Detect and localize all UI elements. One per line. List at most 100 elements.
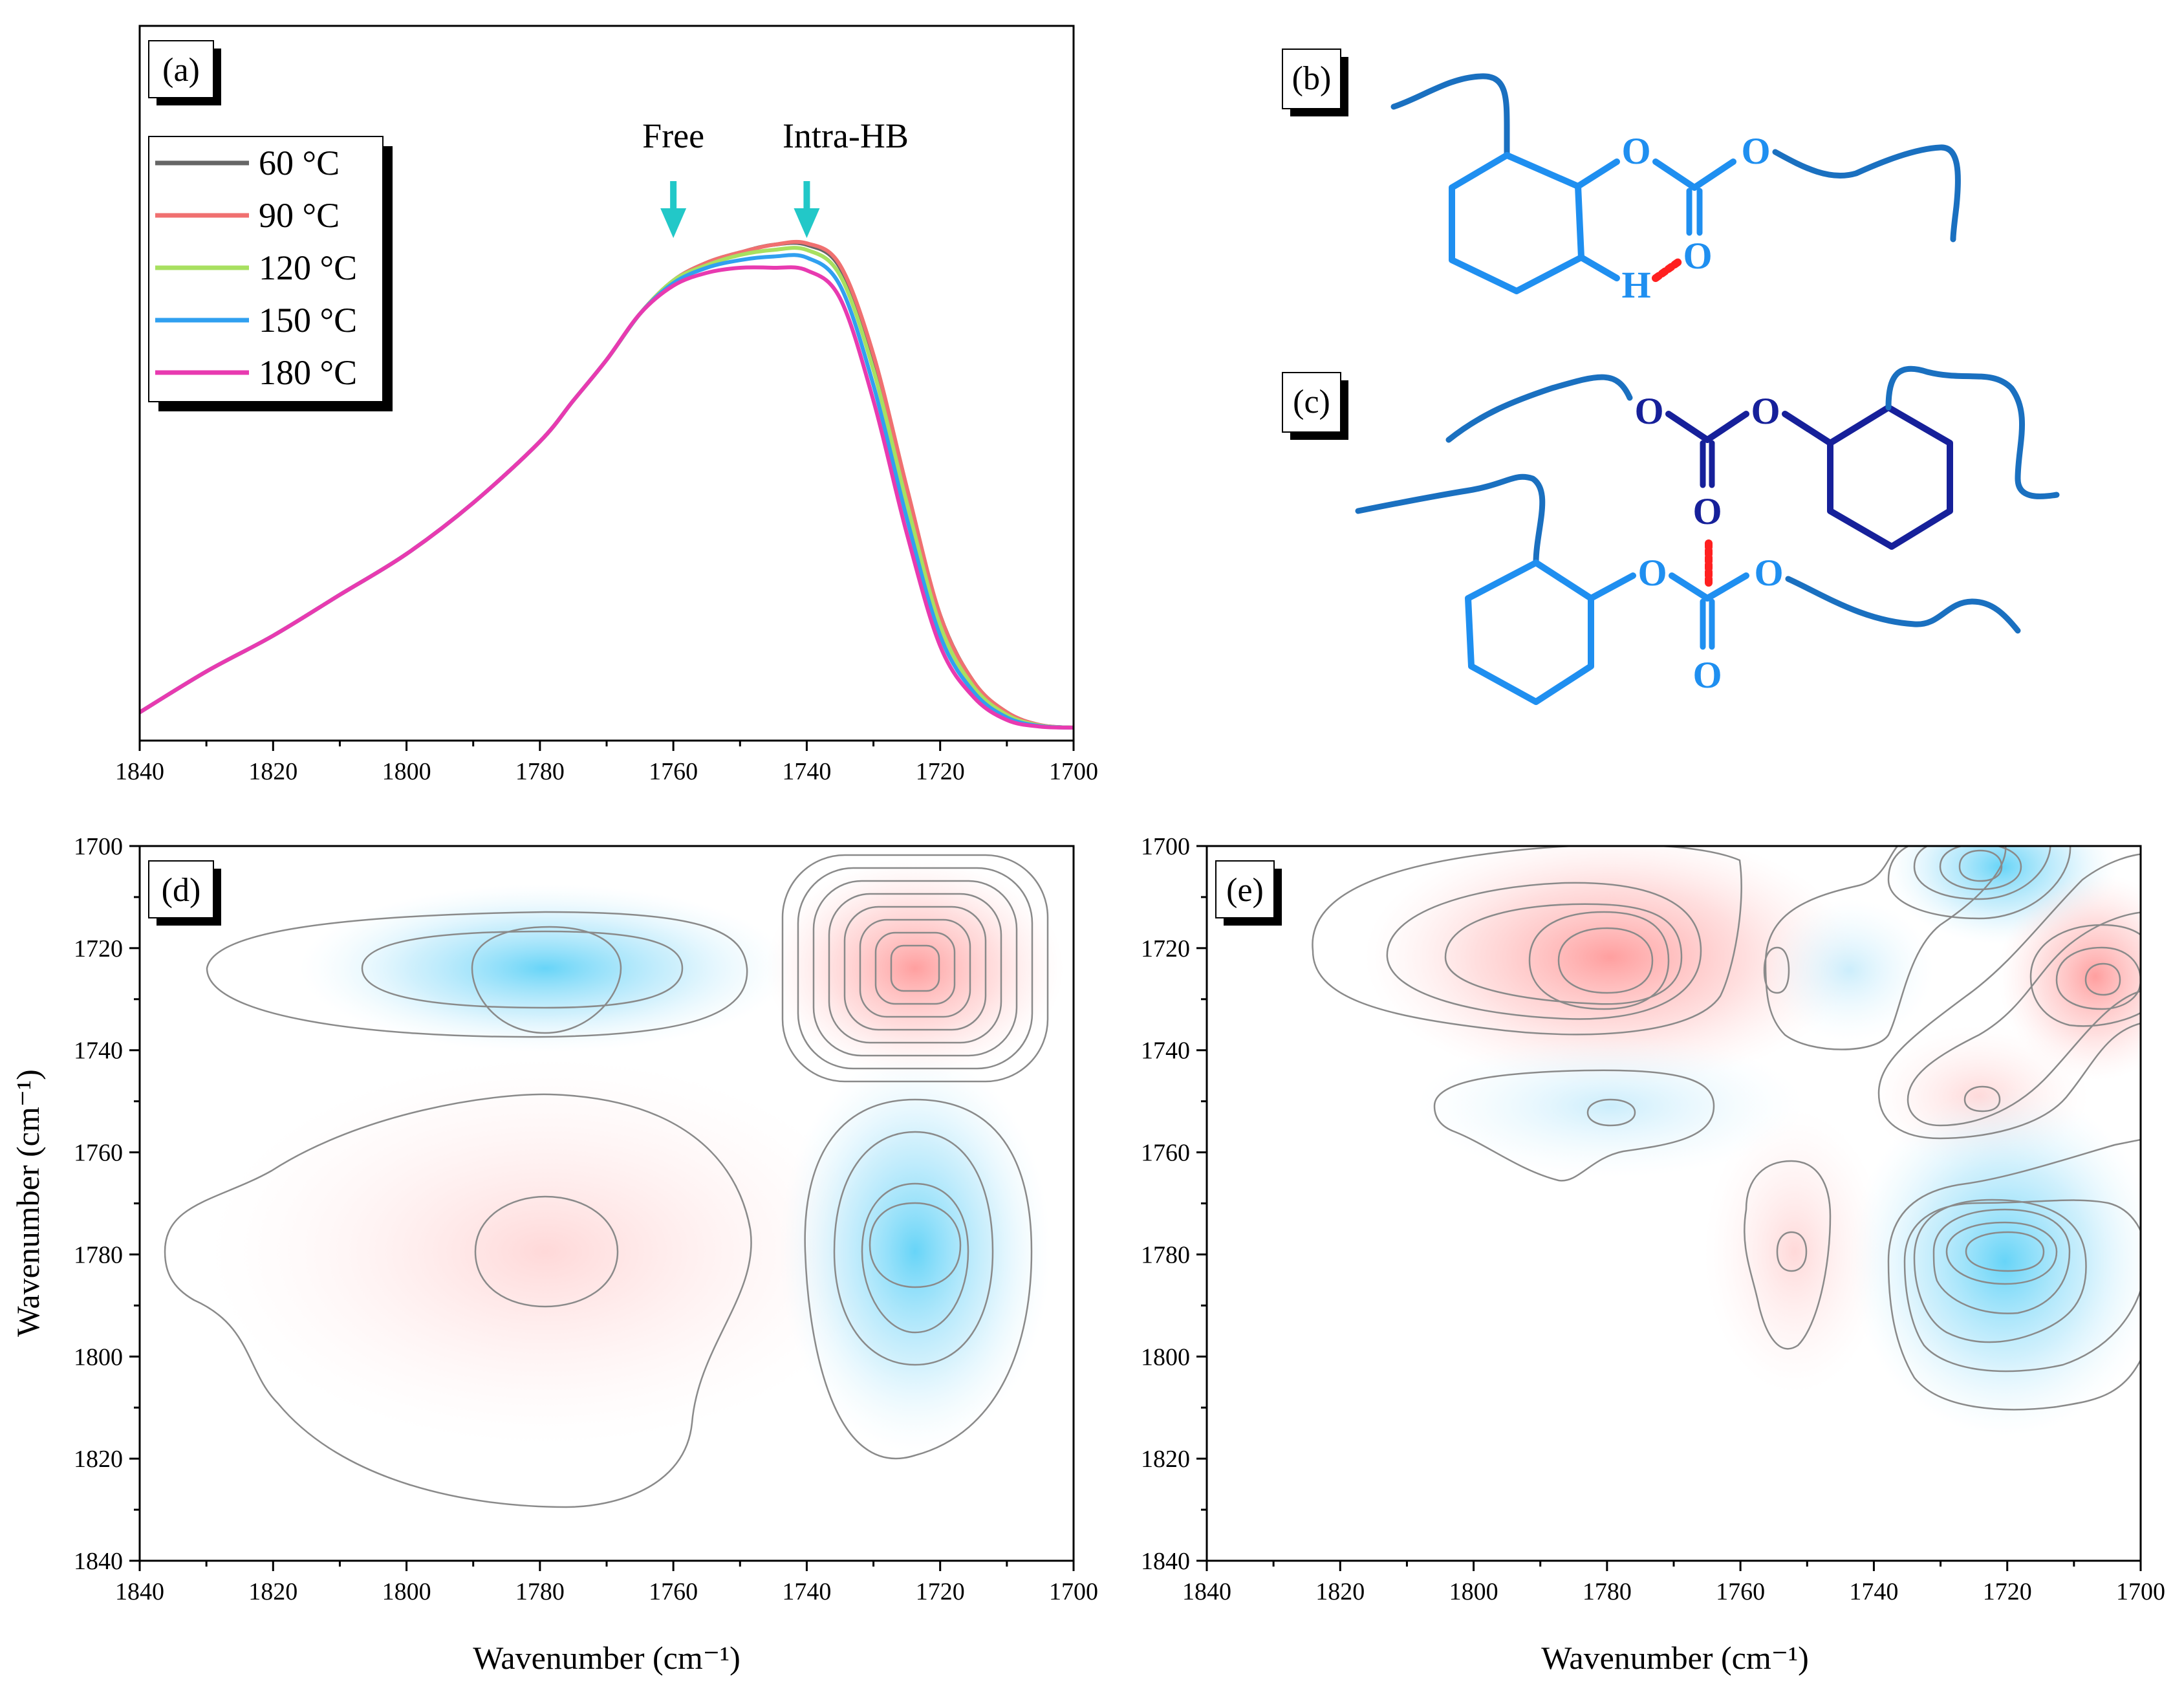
contour [843,906,987,1031]
neg-peak-fill [779,1051,1051,1452]
contour [859,918,971,1018]
legend-label: 150 °C [259,301,357,340]
contour [1939,846,2022,891]
contour [1963,1085,2001,1113]
contour [2055,946,2141,1010]
y-tick-label: 1700 [74,833,123,860]
contour [1586,1098,1636,1127]
bond-dark-2 [1704,411,1749,443]
arrow-head-icon [660,208,687,238]
polymer-chain-top-left [1445,374,1633,443]
peak-annotations: Free Intra-HB [642,116,909,238]
contour [874,931,956,1005]
x-tick-label: 1740 [782,758,831,785]
x-tick-label: 1740 [1849,1578,1898,1605]
y-tick-label: 1720 [74,935,123,962]
y-tick-label: 1760 [74,1140,123,1167]
legend: 60 °C 90 °C 120 °C 150 °C 180 °C [155,144,357,392]
x-tick-label: 1820 [248,1578,297,1605]
x-tick-label: 1780 [515,1578,565,1605]
contour [1913,1199,2087,1343]
sync-contours [164,854,1049,1508]
inter-hb-molecules [1355,365,2060,705]
atom-o: O [1634,390,1663,432]
bond-c-o2 [1691,158,1736,191]
x-axis-title-e: Wavenumber (cm⁻¹) [1541,1640,1809,1676]
bond-light-2 [1669,572,1711,602]
contour [1776,1231,1808,1272]
panel-d-sync-map: 1840 1820 1800 1780 1760 1740 1720 1700 1700 1720… [10,833,1098,1676]
contour [1932,1208,2071,1314]
x-tick-label: 1740 [782,1578,831,1605]
contour [1887,846,2071,920]
cyclohexane-ring-dark [1827,404,1953,550]
legend-label: 90 °C [259,196,340,235]
x-tick-label: 1700 [1049,758,1098,785]
y-tick-label: 1840 [1141,1548,1190,1575]
async-map-fill [1365,846,2141,1436]
atom-o: O [1692,654,1722,696]
x-ticks-a: 1840 1820 1800 1780 1760 1740 1720 1700 [115,741,1098,785]
contour [1763,946,1790,994]
cyclohexane-ring [1449,152,1584,294]
contour [361,930,684,1009]
y-tick-label: 1800 [74,1343,123,1371]
label-box-c [1282,372,1341,433]
x-tick-label: 1780 [515,758,565,785]
sync-map-fill [209,858,1064,1452]
polymer-chain-top-right [1885,365,2060,499]
panel-c-structure: (c) O O O O O O [1282,365,2060,705]
contour [781,854,1049,1083]
x-tick-label: 1760 [649,1578,698,1605]
x-axis-title-d: Wavenumber (cm⁻¹) [473,1640,741,1676]
x-tick-label: 1720 [1983,1578,2032,1605]
contour [1312,846,1742,1036]
contour [804,1098,1033,1460]
polymer-chain-right [1772,144,1961,243]
legend-label: 60 °C [259,144,340,182]
x-tick-label: 1840 [1182,1578,1231,1605]
pos-peak-fill-pale [1704,1109,1885,1394]
neg-peak-fill-pale [1416,1035,1804,1177]
panel-label-e: (e) [1226,872,1264,909]
contour [471,926,622,1034]
contour [1386,882,1702,1020]
panel-label-c: (c) [1293,384,1330,420]
y-tick-label: 1780 [1141,1241,1190,1268]
panel-label-d: (d) [162,872,201,909]
label-box-b [1282,49,1341,109]
panel-label-b: (b) [1292,60,1332,97]
annotation-label: Intra-HB [783,116,909,155]
x-tick-label: 1700 [2116,1578,2165,1605]
atom-o: O [1754,552,1783,594]
label-box-e [1215,860,1275,918]
legend-label: 180 °C [259,353,357,392]
contour [1913,846,2051,900]
y-tick-label: 1720 [1141,935,1190,962]
ticks-e: 1840 1820 1800 1780 1760 1740 1720 1700 1700 1720… [1141,833,2165,1605]
series-line [140,265,1074,730]
bond-light-1 [1588,572,1636,602]
x-tick-label: 1820 [1315,1578,1365,1605]
bond-dark-1 [1665,411,1711,443]
y-tick-label: 1820 [1141,1446,1190,1473]
atom-o: O [1751,390,1780,432]
y-tick-label: 1820 [74,1446,123,1473]
contour [890,944,940,992]
x-tick-label: 1760 [1716,1578,1765,1605]
contour [1444,903,1683,1005]
x-tick-label: 1760 [649,758,698,785]
contour [1887,1138,2141,1411]
contour [828,893,1002,1044]
label-box-a [148,40,214,98]
atom-o: O [1741,130,1770,172]
contour [1433,1069,1715,1182]
bond-c-o [1575,158,1620,190]
contour [1907,911,2141,1127]
y-tick-label: 1760 [1141,1140,1190,1167]
hydrogen-bond [1652,258,1682,282]
polymer-chain-bottom-right [1785,576,2021,634]
atom-o: O [1683,235,1712,277]
contour [869,1202,962,1288]
